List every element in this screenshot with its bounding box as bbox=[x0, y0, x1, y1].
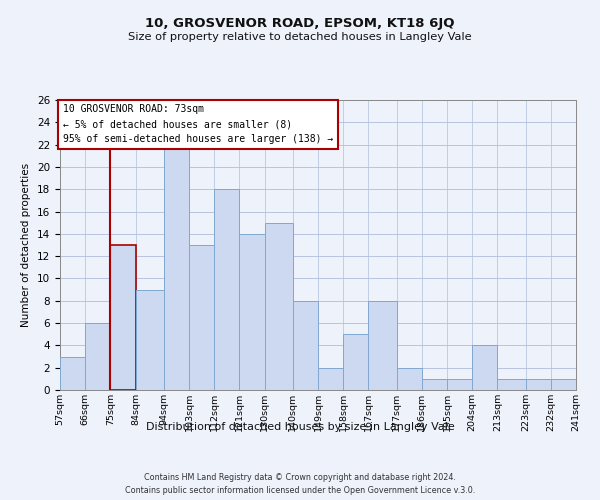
Text: Distribution of detached houses by size in Langley Vale: Distribution of detached houses by size … bbox=[146, 422, 454, 432]
Bar bbox=[551, 379, 576, 390]
Bar bbox=[472, 346, 497, 390]
Bar bbox=[214, 189, 239, 390]
Bar bbox=[60, 356, 85, 390]
Bar bbox=[189, 245, 214, 390]
Bar bbox=[85, 323, 110, 390]
Bar bbox=[239, 234, 265, 390]
Bar bbox=[397, 368, 422, 390]
Text: 10 GROSVENOR ROAD: 73sqm
← 5% of detached houses are smaller (8)
95% of semi-det: 10 GROSVENOR ROAD: 73sqm ← 5% of detache… bbox=[63, 104, 333, 144]
Bar bbox=[265, 222, 293, 390]
Text: Contains public sector information licensed under the Open Government Licence v.: Contains public sector information licen… bbox=[125, 486, 475, 495]
Bar bbox=[422, 379, 447, 390]
Y-axis label: Number of detached properties: Number of detached properties bbox=[22, 163, 31, 327]
Bar bbox=[136, 290, 164, 390]
Text: Contains HM Land Registry data © Crown copyright and database right 2024.: Contains HM Land Registry data © Crown c… bbox=[144, 472, 456, 482]
Text: Size of property relative to detached houses in Langley Vale: Size of property relative to detached ho… bbox=[128, 32, 472, 42]
Bar bbox=[318, 368, 343, 390]
Bar bbox=[110, 245, 136, 390]
Bar bbox=[343, 334, 368, 390]
Bar bbox=[526, 379, 551, 390]
Bar bbox=[293, 301, 318, 390]
Bar bbox=[368, 301, 397, 390]
Bar bbox=[447, 379, 472, 390]
Bar bbox=[497, 379, 526, 390]
Text: 10, GROSVENOR ROAD, EPSOM, KT18 6JQ: 10, GROSVENOR ROAD, EPSOM, KT18 6JQ bbox=[145, 18, 455, 30]
Bar bbox=[164, 144, 189, 390]
